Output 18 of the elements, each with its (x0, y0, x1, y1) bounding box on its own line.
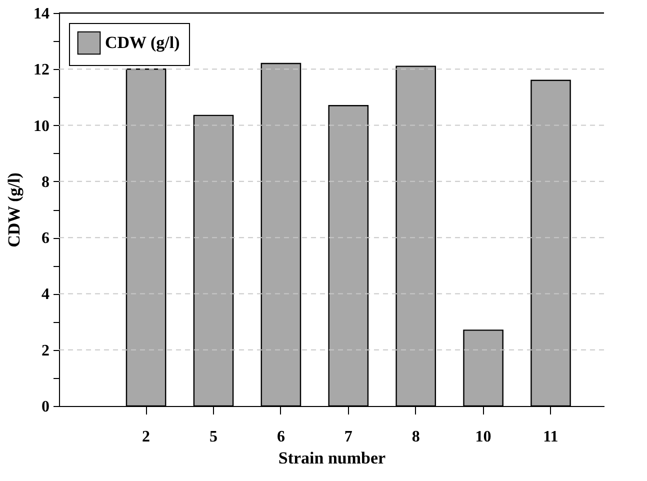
x-tick-label: 6 (276, 428, 285, 446)
x-tick-label: 8 (412, 428, 420, 446)
x-axis-title: Strain number (278, 448, 386, 468)
y-axis-title: CDW (g/l) (4, 172, 24, 248)
x-tick-label: 7 (344, 428, 352, 446)
x-tick-label: 2 (142, 428, 150, 446)
y-tick-label: 6 (42, 230, 50, 248)
y-tick-label: 10 (34, 118, 50, 135)
x-tick-label: 11 (543, 428, 558, 446)
y-tick-label: 12 (34, 62, 50, 79)
legend-label: CDW (g/l) (105, 33, 180, 52)
y-tick-label: 14 (34, 6, 50, 22)
y-tick-label: 4 (42, 286, 50, 304)
y-tick-label: 0 (42, 398, 50, 416)
y-tick-label: 8 (42, 174, 50, 191)
y-tick-label: 2 (42, 342, 50, 360)
x-tick-label: 10 (475, 428, 492, 446)
x-tick-label: 5 (209, 428, 218, 446)
